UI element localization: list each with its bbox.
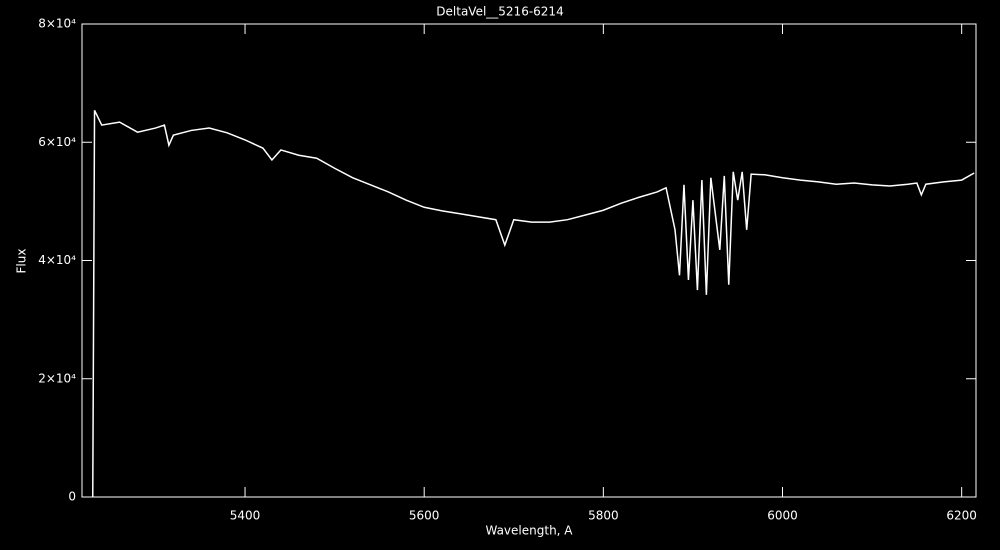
x-axis-label: Wavelength, A xyxy=(485,524,573,538)
x-tick-label: 5800 xyxy=(588,509,619,523)
plot-frame xyxy=(81,23,977,498)
x-tick-label: 6200 xyxy=(946,509,977,523)
y-tick-label: 4×10⁴ xyxy=(38,253,76,267)
spectrum-line xyxy=(92,109,975,498)
y-tick-label: 8×10⁴ xyxy=(38,17,76,31)
y-tick-label: 2×10⁴ xyxy=(38,371,76,385)
y-tick-label: 6×10⁴ xyxy=(38,135,76,149)
chart-title: DeltaVel__5216-6214 xyxy=(436,5,563,19)
x-tick-label: 5600 xyxy=(409,509,440,523)
x-tick-label: 5400 xyxy=(230,509,261,523)
y-axis-label: Flux xyxy=(15,249,29,274)
y-tick-label: 0 xyxy=(68,490,76,504)
x-tick-label: 6000 xyxy=(767,509,798,523)
